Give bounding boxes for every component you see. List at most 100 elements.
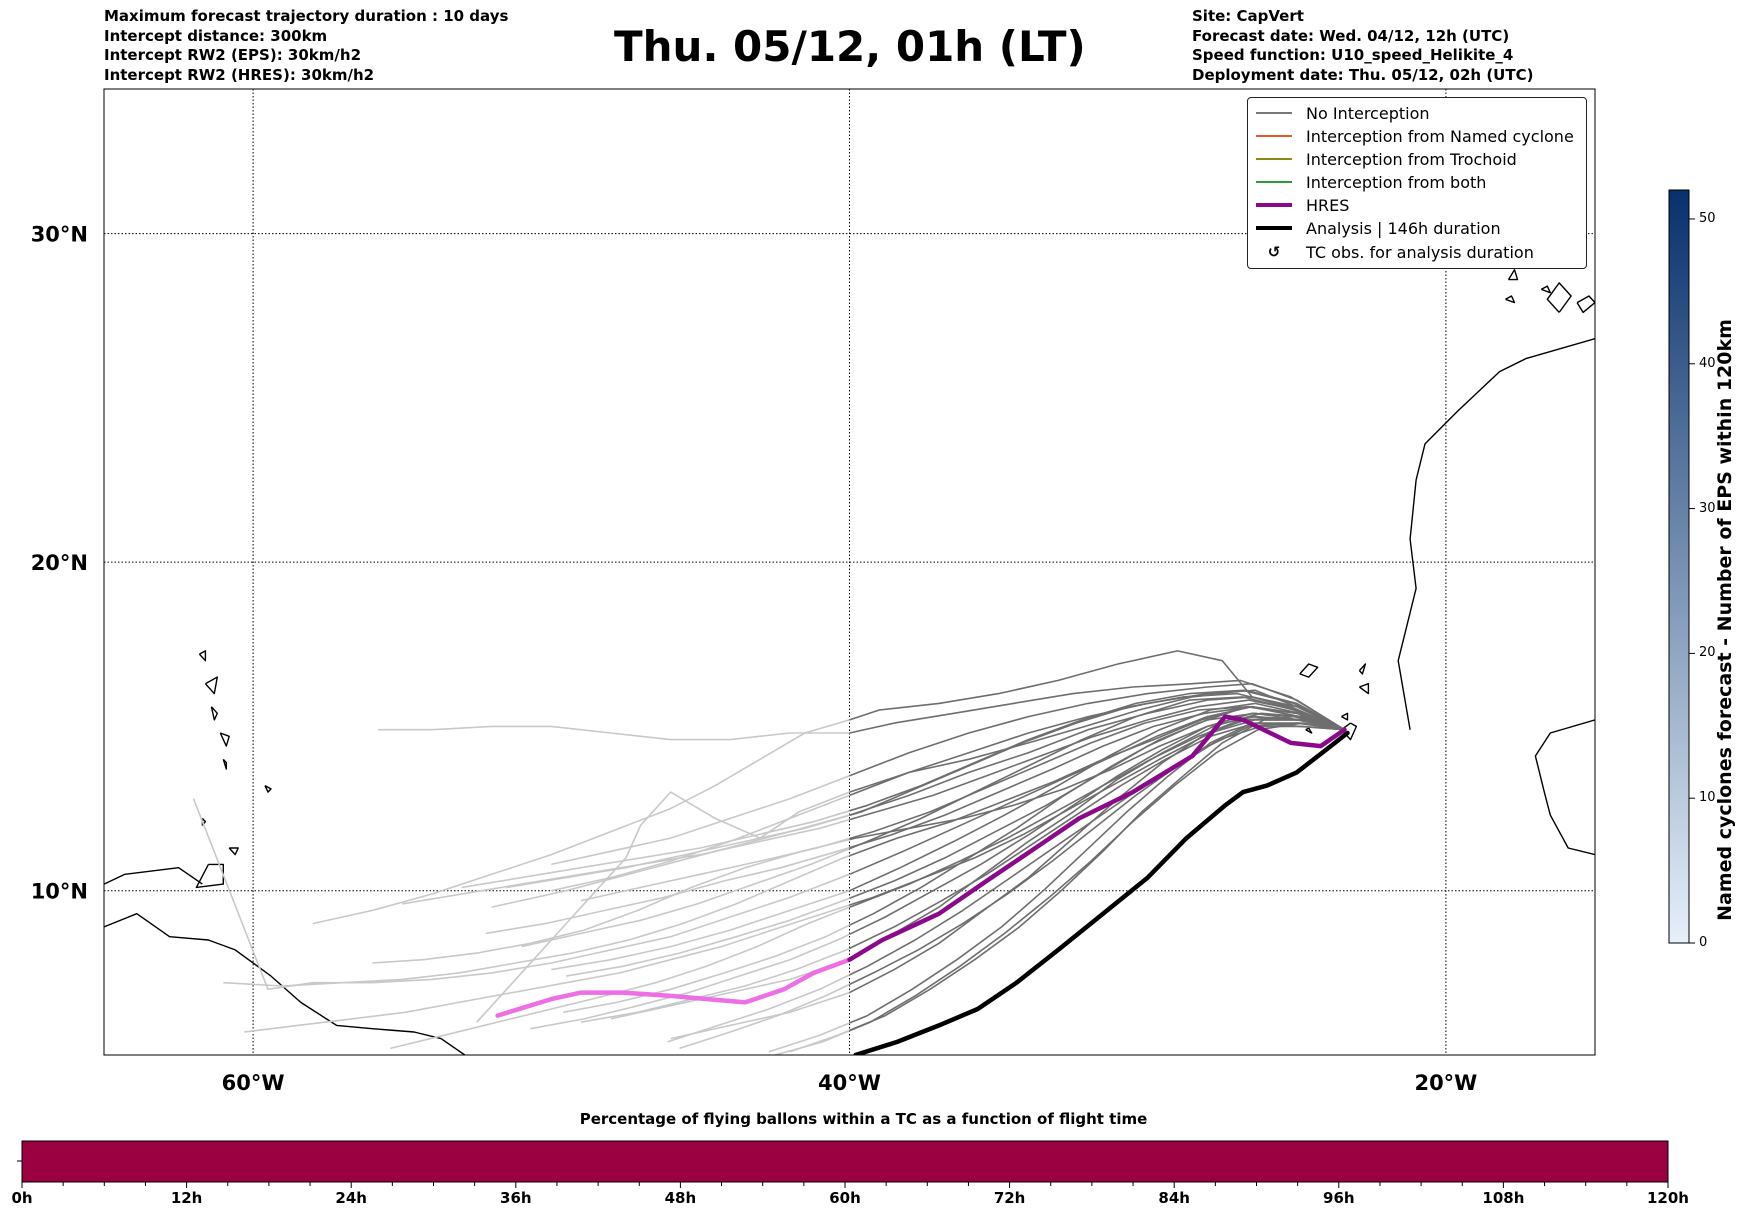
lat-label: 10°N bbox=[31, 880, 88, 904]
trajectory-far bbox=[192, 798, 850, 991]
coastline-segment bbox=[1358, 683, 1370, 695]
forecast-parameters: Maximum forecast trajectory duration : 1… bbox=[104, 7, 508, 85]
far-trajectories bbox=[192, 719, 850, 1055]
legend-label: HRES bbox=[1306, 195, 1350, 215]
trajectory-near bbox=[849, 712, 1345, 926]
analysis-line bbox=[853, 730, 1350, 1055]
trajectory-near bbox=[849, 722, 1345, 1032]
legend-swatch bbox=[1256, 226, 1292, 230]
flight-time-tick-label: 36h bbox=[500, 1189, 532, 1207]
legend-item-analysis: Analysis | 146h duration bbox=[1256, 217, 1501, 239]
trajectory-near bbox=[849, 689, 1345, 793]
trajectory-near bbox=[849, 689, 1345, 812]
colorbar-tick-label: 40 bbox=[1699, 355, 1716, 371]
legend-swatch bbox=[1256, 181, 1292, 183]
lon-label: 40°W bbox=[818, 1071, 881, 1095]
trajectory-far bbox=[563, 924, 850, 1014]
trajectory-far bbox=[530, 933, 850, 1030]
trajectory-near bbox=[849, 692, 1345, 817]
flight-time-tick-label: 48h bbox=[664, 1189, 697, 1207]
legend-swatch bbox=[1256, 158, 1292, 160]
coastline-segment bbox=[1540, 285, 1552, 294]
lon-label: 20°W bbox=[1414, 1071, 1477, 1095]
cyclone-symbol-icon: ↺ bbox=[1267, 243, 1281, 261]
legend-label: TC obs. for analysis duration bbox=[1306, 242, 1534, 262]
latitude-labels: 30°N 20°N 10°N bbox=[31, 223, 88, 904]
coastline-segment bbox=[195, 863, 225, 889]
trajectory-far bbox=[378, 725, 850, 741]
coastline-segment bbox=[1576, 295, 1595, 314]
hres-track bbox=[495, 714, 1347, 1018]
colorbar-tick-label: 10 bbox=[1699, 790, 1716, 806]
legend-item-trochoid: Interception from Trochoid bbox=[1256, 148, 1517, 170]
coastline-segment bbox=[1546, 282, 1572, 313]
trajectory-far bbox=[580, 947, 850, 1023]
trajectory-far bbox=[244, 904, 850, 1033]
trajectory-far bbox=[476, 791, 850, 1023]
trajectory-near bbox=[849, 719, 1345, 906]
trajectory-near bbox=[849, 699, 1345, 821]
flight-time-tick-label: 96h bbox=[1323, 1189, 1355, 1207]
hres-line-near bbox=[847, 714, 1347, 962]
legend-label: Interception from both bbox=[1306, 172, 1487, 192]
intercept-hres-text: Intercept RW2 (HRES): 30km/h2 bbox=[104, 65, 375, 84]
coastline-segment bbox=[204, 676, 219, 695]
trajectory-far bbox=[667, 974, 850, 1043]
flight-time-tick-label: 120h bbox=[1647, 1189, 1689, 1207]
trajectory-near bbox=[849, 712, 1345, 936]
trajectory-near bbox=[849, 719, 1345, 1032]
colorbar-title: Named cyclones forecast - Number of EPS … bbox=[1714, 319, 1736, 921]
speed-function-text: Speed function: U10_speed_Helikite_4 bbox=[1192, 46, 1514, 64]
trajectory-far bbox=[461, 810, 850, 889]
flight-time-tick-label: 72h bbox=[993, 1189, 1026, 1207]
trajectory-near bbox=[849, 705, 1345, 857]
coastline-segment bbox=[222, 758, 228, 770]
coastline-segment bbox=[1534, 719, 1595, 856]
coastline-segment bbox=[219, 732, 230, 747]
lon-label: 60°W bbox=[222, 1071, 285, 1095]
trajectory-far bbox=[312, 719, 850, 925]
analysis-track bbox=[853, 730, 1350, 1055]
colorbar-tick-label: 50 bbox=[1699, 210, 1716, 226]
trajectory-near bbox=[849, 705, 1345, 840]
deployment-date-text: Deployment date: Thu. 05/12, 02h (UTC) bbox=[1192, 65, 1534, 84]
legend-swatch bbox=[1256, 135, 1292, 137]
trajectory-near bbox=[849, 702, 1345, 892]
lat-label: 20°N bbox=[31, 551, 88, 575]
legend-label: No Interception bbox=[1306, 103, 1430, 123]
map-frame bbox=[103, 88, 1596, 1056]
flight-time-bar bbox=[17, 1140, 1669, 1188]
legend-swatch bbox=[1256, 203, 1292, 207]
trajectory-far bbox=[768, 1022, 850, 1053]
legend-item-tc-obs: ↺ TC obs. for analysis duration bbox=[1256, 241, 1534, 263]
trajectory-far bbox=[521, 847, 850, 948]
colorbar-tick-label: 30 bbox=[1699, 500, 1716, 516]
coastline-segment bbox=[1358, 663, 1367, 675]
trajectory-near bbox=[849, 696, 1345, 850]
colorbar-tick-label: 20 bbox=[1699, 645, 1716, 661]
flight-time-tick-label: 60h bbox=[829, 1189, 861, 1207]
coastline-segment bbox=[210, 706, 219, 721]
coastline-segment bbox=[1505, 295, 1516, 304]
flight-time-tick-label: 12h bbox=[170, 1189, 203, 1207]
coastline-segment bbox=[198, 650, 207, 662]
legend-label: Interception from Trochoid bbox=[1306, 149, 1517, 169]
forecast-date-text: Forecast date: Wed. 04/12, 12h (UTC) bbox=[1192, 26, 1510, 45]
page-title: Thu. 05/12, 01h (LT) bbox=[614, 22, 1086, 71]
flight-time-tick-label: 84h bbox=[1158, 1189, 1190, 1207]
coastline-segment bbox=[104, 867, 203, 885]
trajectory-far bbox=[390, 906, 850, 1050]
coastline-segment bbox=[1507, 269, 1519, 281]
trajectory-far bbox=[372, 838, 850, 964]
max-duration-text: Maximum forecast trajectory duration : 1… bbox=[104, 7, 509, 25]
flight-time-tick-label: 24h bbox=[335, 1189, 367, 1207]
legend-item-both: Interception from both bbox=[1256, 171, 1486, 193]
trajectory-far bbox=[551, 889, 850, 971]
trajectory-far bbox=[566, 897, 850, 977]
intercept-eps-text: Intercept RW2 (EPS): 30km/h2 bbox=[104, 46, 361, 64]
trajectory-far bbox=[485, 846, 850, 935]
trajectory-far bbox=[506, 814, 850, 889]
trajectory-far bbox=[774, 1030, 850, 1055]
legend-item-named-cyclone: Interception from Named cyclone bbox=[1256, 125, 1574, 147]
